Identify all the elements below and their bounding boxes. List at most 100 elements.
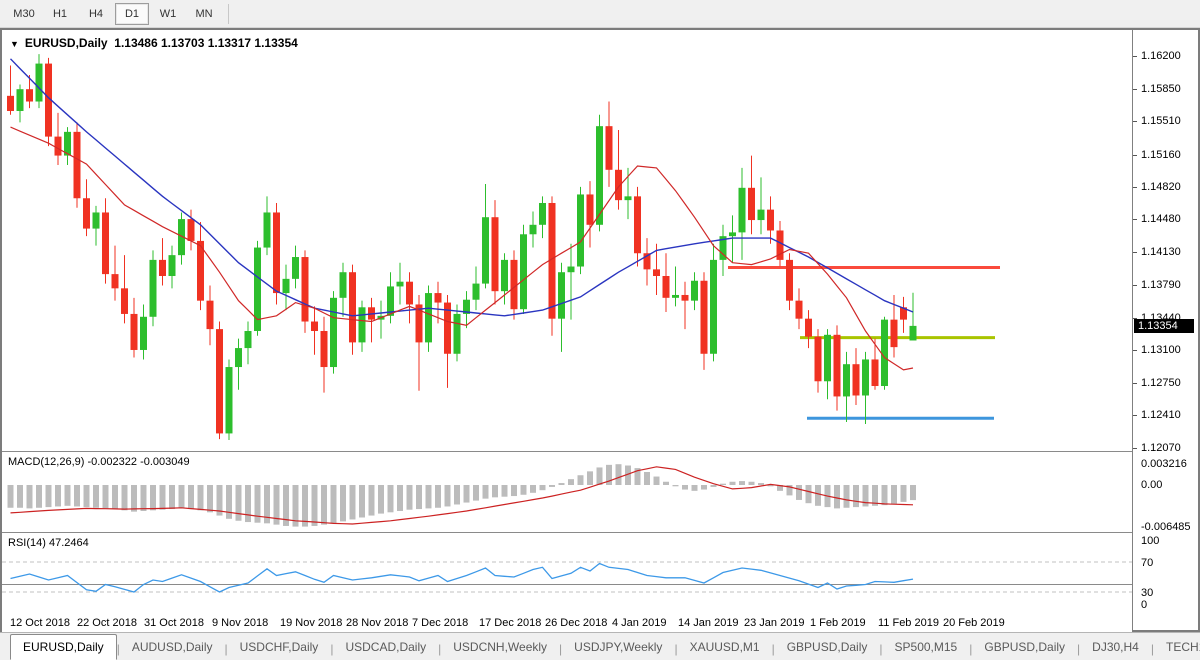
macd-histogram-bar bbox=[511, 485, 517, 497]
candle-body bbox=[206, 300, 214, 330]
chart-tab-gbpusd-daily[interactable]: GBPUSD,Daily bbox=[786, 640, 868, 654]
candle-body bbox=[225, 367, 233, 434]
date-axis-label: 23 Jan 2019 bbox=[744, 617, 805, 629]
macd-histogram-bar bbox=[55, 485, 61, 507]
price-axis-label: 1.15160 bbox=[1141, 148, 1181, 161]
timeframe-button-h4[interactable]: H4 bbox=[88, 7, 104, 20]
macd-histogram-bar bbox=[777, 485, 783, 491]
chevron-down-icon[interactable]: ▼ bbox=[10, 39, 19, 49]
candle-body bbox=[586, 194, 594, 225]
macd-histogram-bar bbox=[682, 485, 688, 490]
date-axis-label: 17 Dec 2018 bbox=[479, 617, 542, 629]
tab-separator: | bbox=[674, 642, 678, 656]
candle-body bbox=[92, 212, 100, 229]
timeframe-toolbar: M30 H1 H4 D1 W1 MN bbox=[0, 0, 1200, 28]
chart-tab-dj30-h4[interactable]: DJ30,H4 bbox=[1092, 640, 1139, 654]
price-axis-tick bbox=[1133, 349, 1137, 351]
candle-body bbox=[178, 219, 185, 256]
candle-body bbox=[339, 272, 347, 298]
timeframe-button-h1[interactable]: H1 bbox=[52, 7, 68, 20]
candle-body bbox=[881, 319, 888, 387]
macd-histogram-bar bbox=[74, 485, 80, 507]
macd-histogram-bar bbox=[501, 485, 508, 497]
macd-histogram-bar bbox=[701, 485, 707, 490]
macd-histogram-bar bbox=[435, 485, 441, 508]
macd-histogram-bar bbox=[64, 485, 71, 506]
timeframe-button-mn[interactable]: MN bbox=[195, 7, 213, 20]
macd-histogram-bar bbox=[805, 485, 812, 504]
chart-tab-usdchf-daily[interactable]: USDCHF,Daily bbox=[239, 640, 319, 654]
candle-body bbox=[396, 281, 404, 287]
chart-canvas[interactable] bbox=[2, 30, 1132, 630]
macd-histogram-bar bbox=[102, 485, 109, 509]
macd-histogram-bar bbox=[159, 485, 166, 510]
macd-histogram-bar bbox=[207, 485, 213, 513]
chart-tab-sp500-m15[interactable]: SP500,M15 bbox=[894, 640, 958, 654]
candle-body bbox=[824, 334, 831, 382]
candle-body bbox=[871, 359, 879, 387]
pane-separator[interactable] bbox=[2, 532, 1132, 533]
chart-tab-audusd-daily[interactable]: AUDUSD,Daily bbox=[131, 640, 213, 654]
chart-tab-gbpusd-daily[interactable]: GBPUSD,Daily bbox=[984, 640, 1066, 654]
candle-body bbox=[681, 294, 689, 301]
price-axis-tick bbox=[1133, 284, 1137, 286]
timeframe-button-m30[interactable]: M30 bbox=[13, 7, 35, 20]
date-axis-label: 7 Dec 2018 bbox=[412, 617, 469, 629]
candle-body bbox=[653, 269, 660, 277]
timeframe-button-w1[interactable]: W1 bbox=[159, 7, 177, 20]
macd-histogram-bar bbox=[169, 485, 175, 510]
macd-axis-label: -0.006485 bbox=[1141, 521, 1191, 534]
macd-histogram-bar bbox=[188, 485, 194, 510]
price-axis-label: 1.12070 bbox=[1141, 441, 1181, 454]
chart-tab-usdcnh-weekly[interactable]: USDCNH,Weekly bbox=[453, 640, 548, 654]
chart-window[interactable]: ▼ EURUSD,Daily 1.13486 1.13703 1.13317 1.… bbox=[0, 28, 1200, 632]
date-axis-label: 22 Oct 2018 bbox=[77, 617, 137, 629]
candle-body bbox=[16, 89, 24, 112]
candle-body bbox=[510, 259, 518, 310]
candle-body bbox=[301, 257, 309, 322]
price-axis-tick bbox=[1133, 219, 1137, 221]
macd-histogram-bar bbox=[378, 485, 384, 514]
pane-separator[interactable] bbox=[2, 451, 1132, 452]
candle-body bbox=[140, 316, 147, 350]
date-axis-label: 12 Oct 2018 bbox=[10, 617, 70, 629]
macd-histogram-bar bbox=[93, 485, 99, 508]
macd-histogram-bar bbox=[254, 485, 261, 523]
macd-histogram-bar bbox=[112, 485, 118, 510]
candle-body bbox=[909, 325, 917, 341]
date-axis-label: 11 Feb 2019 bbox=[878, 617, 939, 629]
candle-body bbox=[64, 131, 71, 156]
macd-histogram-bar bbox=[454, 485, 460, 505]
macd-histogram-bar bbox=[425, 485, 432, 509]
macd-histogram-bar bbox=[197, 485, 204, 511]
chart-tab-usdcad-daily[interactable]: USDCAD,Daily bbox=[345, 640, 427, 654]
macd-histogram-bar bbox=[568, 479, 574, 485]
macd-histogram-bar bbox=[83, 485, 90, 508]
macd-histogram-bar bbox=[539, 485, 546, 491]
rsi-indicator-label: RSI(14) 47.2464 bbox=[8, 537, 89, 549]
pane-separator[interactable] bbox=[2, 584, 1132, 585]
macd-histogram-bar bbox=[729, 481, 736, 485]
macd-histogram-bar bbox=[140, 485, 147, 511]
chart-tab-usdjpy-weekly[interactable]: USDJPY,Weekly bbox=[574, 640, 663, 654]
candle-body bbox=[567, 266, 575, 273]
macd-histogram-bar bbox=[492, 485, 498, 498]
rsi-line bbox=[10, 562, 914, 593]
price-axis-label: 1.12410 bbox=[1141, 409, 1181, 422]
macd-axis-label: 0.003216 bbox=[1141, 458, 1187, 471]
macd-signal-line bbox=[10, 466, 914, 525]
date-axis-label: 19 Nov 2018 bbox=[280, 617, 343, 629]
macd-histogram-bar bbox=[36, 485, 42, 508]
candle-body bbox=[73, 131, 81, 199]
chart-tab-tech10[interactable]: TECH10 bbox=[1165, 640, 1200, 654]
candle-body bbox=[615, 169, 622, 201]
chart-tab-eurusd-daily[interactable]: EURUSD,Daily bbox=[10, 634, 117, 660]
candle-body bbox=[890, 319, 898, 348]
candle-body bbox=[691, 280, 698, 301]
timeframe-button-d1[interactable]: D1 bbox=[115, 2, 149, 25]
price-axis: 1.16200 1.15850 1.15510 1.15160 1.14820 1.144… bbox=[1132, 30, 1198, 630]
macd-histogram-bar bbox=[235, 485, 242, 521]
chart-tab-xauusd-m1[interactable]: XAUUSD,M1 bbox=[689, 640, 760, 654]
date-axis-label: 31 Oct 2018 bbox=[144, 617, 204, 629]
tab-separator: | bbox=[438, 642, 442, 656]
